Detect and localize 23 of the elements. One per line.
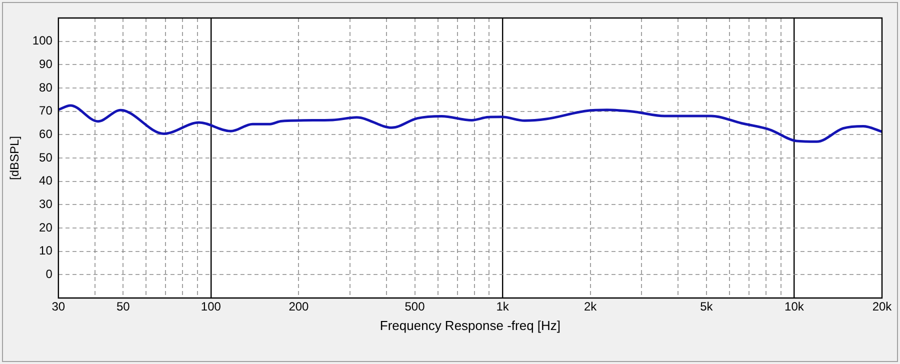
y-tick-label: 30 (39, 196, 53, 211)
y-axis-title: [dBSPL] (8, 136, 22, 180)
x-tick-label: 100 (200, 300, 222, 314)
x-tick-label: 5k (700, 300, 714, 314)
y-tick-label: 10 (39, 244, 53, 258)
y-tick-label: 90 (39, 56, 53, 71)
x-tick-label: 50 (116, 300, 130, 314)
y-tick-label: 40 (39, 174, 53, 188)
x-tick-label: 500 (404, 300, 426, 314)
y-tick-label: 100 (32, 34, 53, 48)
x-tick-label: 200 (288, 300, 310, 314)
y-tick-label: 50 (39, 150, 53, 164)
x-tick-label: 20k (872, 300, 893, 314)
x-axis-title: Frequency Response -freq [Hz] (380, 318, 561, 333)
y-tick-label: 60 (39, 126, 53, 141)
x-tick-label: 30 (52, 300, 66, 314)
x-tick-label: 2k (584, 300, 598, 314)
y-tick-label: 20 (39, 220, 53, 234)
y-tick-label: 80 (39, 80, 53, 94)
y-tick-label: 70 (39, 104, 53, 118)
y-tick-label: 0 (46, 266, 53, 281)
x-tick-label: 1k (496, 300, 510, 314)
x-tick-label: 10k (784, 300, 805, 314)
